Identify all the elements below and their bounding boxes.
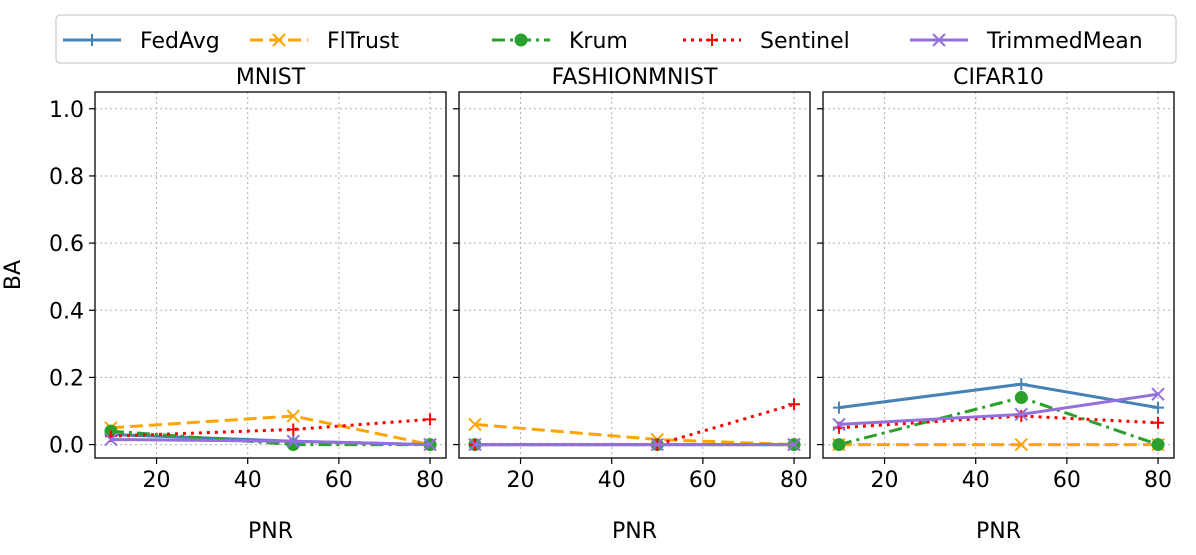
data-point-fltrust: [468, 417, 482, 432]
legend-label-krum: Krum: [569, 29, 628, 54]
data-point-trimmedmean: [832, 417, 846, 432]
legend-frame: [55, 14, 1177, 64]
series-krum: [832, 391, 1165, 452]
legend-label-sentinel: Sentinel: [760, 29, 850, 54]
data-point-krum: [1014, 391, 1028, 405]
data-point-trimmedmean: [787, 437, 801, 452]
x-tick-label: 60: [689, 468, 717, 493]
data-point-trimmedmean: [104, 432, 118, 447]
data-point-fltrust: [286, 409, 300, 423]
panel-mnist: MNIST 20 40 60 80 PNR 0.0 0.2 0.4 0.6 0.8 1.0: [49, 65, 447, 544]
data-point-sentinel: [287, 423, 300, 436]
y-axis-label: BA: [1, 260, 26, 290]
y-tick-label: 0.4: [49, 299, 84, 324]
data-point-trimmedmean: [650, 437, 664, 452]
x-tick-label: 20: [871, 468, 899, 493]
data-point-sentinel: [1152, 416, 1165, 429]
panel-frame: [458, 91, 811, 459]
data-point-fedavg: [832, 401, 845, 414]
series-line-sentinel: [838, 414, 1159, 430]
data-point-krum: [832, 438, 846, 452]
x-tick-label: 40: [234, 468, 262, 493]
legend-label-trimmedmean: TrimmedMean: [986, 29, 1143, 54]
data-point-trimmedmean: [1014, 407, 1028, 422]
data-point-trimmedmean: [1151, 387, 1165, 401]
data-point-sentinel: [424, 413, 437, 426]
y-tick-label: 0.8: [49, 165, 84, 190]
panel-title: MNIST: [236, 65, 306, 90]
data-point-fedavg: [1152, 401, 1165, 414]
y-tick-label: 0.6: [49, 232, 84, 257]
series-krum: [104, 424, 437, 452]
panel-frame: [822, 91, 1175, 459]
x-tick-label: 40: [962, 468, 990, 493]
x-axis-label: PNR: [976, 519, 1021, 544]
x-axis-label: PNR: [248, 519, 293, 544]
legend-marker-fltrust: [272, 33, 286, 47]
data-point-fltrust: [1014, 437, 1028, 452]
legend-label-fedavg: FedAvg: [140, 29, 220, 54]
series-line-sentinel: [110, 417, 431, 438]
x-tick-label: 40: [598, 468, 626, 493]
series-fedavg: [832, 378, 1165, 414]
data-point-sentinel: [788, 398, 801, 411]
legend-marker-krum: [514, 33, 528, 47]
x-axis-label: PNR: [612, 519, 657, 544]
y-tick-label: 0.0: [49, 434, 84, 459]
panel-cifar10: CIFAR10 20 40 60 80 PNR: [817, 65, 1175, 544]
panels: MNIST 20 40 60 80 PNR 0.0 0.2 0.4 0.6 0.8 1.0 FASHIO…: [49, 65, 1175, 544]
data-point-trimmedmean: [423, 437, 437, 452]
x-tick-label: 20: [143, 468, 171, 493]
panel-title: FASHIONMNIST: [552, 65, 718, 90]
series-trimmedmean: [468, 437, 801, 452]
data-point-trimmedmean: [468, 437, 482, 452]
panel-fashionmnist: FASHIONMNIST 20 40 60 80 PNR: [453, 65, 811, 544]
series-trimmedmean: [104, 432, 437, 452]
panel-title: CIFAR10: [953, 65, 1044, 90]
y-tick-label: 1.0: [49, 98, 84, 123]
data-point-trimmedmean: [286, 434, 300, 448]
series-trimmedmean: [832, 387, 1165, 432]
legend-item-trimmedmean: TrimmedMean: [910, 29, 1143, 54]
data-point-krum: [1151, 438, 1165, 452]
legend: FedAvg FlTrust Krum Sentinel TrimmedMean: [55, 14, 1177, 64]
legend-marker-fedavg: [86, 34, 98, 46]
x-tick-label: 80: [1144, 468, 1172, 493]
x-tick-label: 80: [416, 468, 444, 493]
x-tick-label: 80: [780, 468, 808, 493]
series-line-fltrust: [474, 422, 795, 447]
legend-marker-sentinel: [706, 34, 718, 46]
x-tick-label: 20: [507, 468, 535, 493]
x-tick-label: 60: [325, 468, 353, 493]
legend-item-krum: Krum: [492, 29, 628, 54]
series-fltrust: [832, 437, 1165, 452]
legend-item-fedavg: FedAvg: [63, 29, 220, 54]
x-tick-label: 60: [1053, 468, 1081, 493]
data-point-fedavg: [1015, 378, 1028, 391]
legend-item-fltrust: FlTrust: [250, 29, 399, 54]
legend-item-sentinel: Sentinel: [683, 29, 850, 54]
legend-marker-trimmedmean: [932, 33, 946, 47]
legend-label-fltrust: FlTrust: [327, 29, 399, 54]
y-tick-label: 0.2: [49, 366, 84, 391]
panel-frame: [94, 91, 447, 459]
